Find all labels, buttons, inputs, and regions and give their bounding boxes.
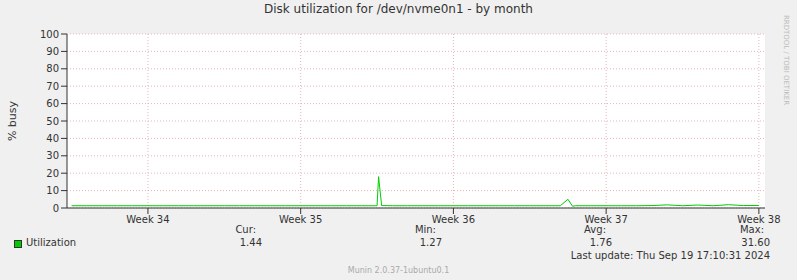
svg-text:30: 30 — [46, 150, 59, 161]
svg-text:70: 70 — [46, 81, 59, 92]
html-text:1.44: 1.44 — [239, 237, 262, 248]
svg-text:50: 50 — [46, 116, 59, 127]
svg-text:10: 10 — [46, 185, 59, 196]
svg-text:Week 35: Week 35 — [279, 214, 322, 225]
html-text:1.76: 1.76 — [589, 237, 612, 248]
html-text:Utilization: Utilization — [26, 237, 77, 248]
html-text:% busy: % busy — [5, 100, 19, 142]
html-text:Max:: Max: — [740, 224, 764, 235]
svg-text:Week 34: Week 34 — [126, 214, 169, 225]
html-text:Last update: Thu Sep 19 17:10:: Last update: Thu Sep 19 17:10:31 2024 — [570, 250, 770, 261]
html-text:RRDTOOL / TOBI OETIKER: RRDTOOL / TOBI OETIKER — [782, 14, 790, 106]
html-text:Min:: Min: — [414, 224, 436, 235]
svg-text:Week 37: Week 37 — [584, 214, 627, 225]
html-text:31.60: 31.60 — [741, 237, 770, 248]
svg-text:80: 80 — [46, 63, 59, 74]
svg-text:60: 60 — [46, 98, 59, 109]
html-text:Munin 2.0.37-1ubuntu0.1: Munin 2.0.37-1ubuntu0.1 — [347, 266, 450, 275]
svg-text:0: 0 — [53, 203, 59, 214]
svg-text:40: 40 — [46, 133, 59, 144]
svg-text:20: 20 — [46, 168, 59, 179]
html-text:Cur:: Cur: — [235, 224, 256, 235]
svg-text:Week 36: Week 36 — [432, 214, 475, 225]
svg-text:100: 100 — [40, 29, 59, 40]
svg-text:90: 90 — [46, 46, 59, 57]
html-text:Disk utilization for /dev/nvme: Disk utilization for /dev/nvme0n1 - by m… — [264, 2, 533, 16]
html-text:Avg:: Avg: — [584, 224, 606, 235]
html-text:1.27: 1.27 — [419, 237, 442, 248]
svg-text:Week 38: Week 38 — [737, 214, 780, 225]
